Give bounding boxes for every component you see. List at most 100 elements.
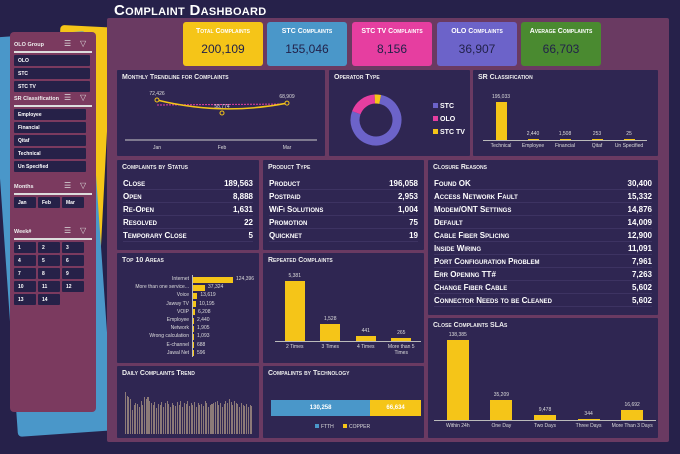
bar[interactable]	[237, 403, 239, 434]
slicer-item[interactable]: Mar	[62, 197, 84, 208]
slicer-item[interactable]: Qitaf	[14, 135, 86, 146]
slicer-item[interactable]: 12	[62, 281, 84, 292]
bar[interactable]	[163, 406, 165, 434]
data-point[interactable]	[154, 97, 160, 103]
bar[interactable]	[534, 414, 556, 420]
bar[interactable]	[159, 404, 161, 434]
bar[interactable]	[169, 406, 171, 434]
slicer-item[interactable]: 6	[62, 255, 84, 266]
bar[interactable]	[230, 402, 232, 434]
bar[interactable]	[138, 406, 140, 434]
slicer-item[interactable]: STC TV	[14, 81, 90, 92]
bar[interactable]	[175, 405, 177, 434]
bar[interactable]	[591, 139, 603, 140]
bar[interactable]	[173, 404, 175, 434]
bar[interactable]	[193, 309, 195, 316]
bar[interactable]	[320, 323, 341, 341]
bar[interactable]	[246, 403, 248, 434]
slicer-item[interactable]: 11	[38, 281, 60, 292]
bar[interactable]	[206, 402, 208, 434]
bar[interactable]	[193, 284, 205, 291]
bar[interactable]	[142, 404, 144, 434]
clear-selection-icon[interactable]: ☰	[64, 181, 72, 190]
bar[interactable]	[125, 392, 127, 434]
filter-icon[interactable]: ▽	[80, 39, 87, 48]
bar[interactable]	[187, 401, 189, 434]
filter-icon[interactable]: ▽	[80, 181, 87, 190]
slicer-item[interactable]: Employee	[14, 109, 86, 120]
bar[interactable]	[202, 405, 204, 434]
bar[interactable]	[189, 405, 191, 434]
bar[interactable]	[284, 281, 305, 341]
slicer-item[interactable]: 14	[38, 294, 60, 305]
bar[interactable]	[193, 301, 197, 308]
bar[interactable]	[214, 402, 216, 434]
bar[interactable]	[216, 401, 218, 434]
bar[interactable]	[193, 333, 194, 340]
bar[interactable]	[185, 403, 187, 434]
slicer-item[interactable]: 2	[38, 242, 60, 253]
bar[interactable]	[577, 419, 600, 420]
bar[interactable]	[490, 399, 513, 420]
bar[interactable]	[130, 399, 132, 434]
bar[interactable]	[208, 406, 210, 434]
bar[interactable]	[193, 317, 194, 324]
bar[interactable]	[218, 404, 220, 434]
bar[interactable]	[183, 402, 185, 434]
bar[interactable]	[249, 404, 251, 434]
bar[interactable]	[495, 102, 507, 140]
bar[interactable]	[178, 404, 180, 434]
bar[interactable]	[193, 325, 194, 332]
slicer-item[interactable]: OLO	[14, 55, 90, 66]
slicer-item[interactable]: 5	[38, 255, 60, 266]
bar[interactable]	[176, 402, 178, 434]
bar[interactable]	[168, 403, 170, 434]
bar[interactable]	[225, 401, 227, 434]
bar[interactable]	[140, 401, 142, 434]
bar[interactable]	[623, 139, 635, 140]
bar[interactable]	[193, 276, 233, 283]
bar[interactable]	[247, 406, 249, 434]
bar[interactable]	[182, 406, 184, 434]
slicer-item[interactable]: Jan	[14, 197, 36, 208]
bar[interactable]	[156, 408, 158, 434]
bar[interactable]	[131, 410, 133, 434]
bar[interactable]	[154, 402, 156, 434]
bar[interactable]	[251, 405, 253, 434]
slicer-item[interactable]: Feb	[38, 197, 60, 208]
bar[interactable]	[211, 403, 213, 434]
bar[interactable]	[527, 139, 539, 140]
bar[interactable]	[133, 404, 135, 434]
bar[interactable]	[192, 404, 194, 434]
bar[interactable]	[144, 397, 146, 434]
bar[interactable]	[150, 402, 152, 434]
bar[interactable]	[223, 403, 225, 434]
bar[interactable]	[559, 139, 571, 140]
filter-icon[interactable]: ▽	[80, 226, 87, 235]
slicer-item[interactable]: 8	[38, 268, 60, 279]
slicer-item[interactable]: 10	[14, 281, 36, 292]
bar[interactable]	[195, 406, 197, 434]
bar[interactable]	[239, 406, 241, 434]
bar[interactable]	[193, 350, 194, 357]
bar[interactable]	[391, 338, 412, 341]
bar[interactable]	[193, 342, 194, 349]
bar[interactable]	[235, 402, 237, 434]
bar[interactable]	[164, 402, 166, 434]
bar[interactable]	[197, 402, 199, 434]
bar[interactable]	[244, 405, 246, 434]
bar[interactable]	[220, 402, 222, 434]
bar[interactable]	[145, 399, 147, 434]
bar[interactable]	[166, 401, 168, 434]
clear-selection-icon[interactable]: ☰	[64, 39, 72, 48]
stacked-bar-segment[interactable]: 66,634	[370, 400, 421, 416]
slicer-item[interactable]: 7	[14, 268, 36, 279]
slicer-item[interactable]: Un Specified	[14, 161, 86, 172]
bar[interactable]	[228, 399, 230, 434]
bar[interactable]	[149, 401, 151, 434]
slicer-item[interactable]: 1	[14, 242, 36, 253]
bar[interactable]	[355, 336, 376, 341]
bar[interactable]	[199, 404, 201, 434]
slicer-item[interactable]: Financial	[14, 122, 86, 133]
bar[interactable]	[190, 402, 192, 434]
